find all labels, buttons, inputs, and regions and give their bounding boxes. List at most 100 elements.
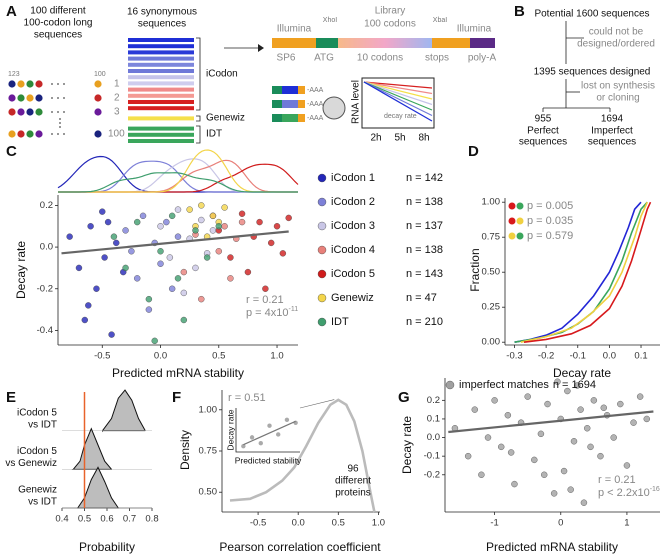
legend-label: Genewiz n = 47 (331, 292, 437, 304)
point (541, 471, 548, 478)
point (122, 264, 129, 272)
point (110, 233, 118, 240)
stat-superscript: -11 (289, 306, 299, 313)
construct-label: Library (375, 6, 406, 17)
point (192, 264, 199, 272)
codon-dot (35, 94, 43, 102)
legend-swatch (508, 202, 516, 210)
x-tick-label: -0.5 (250, 518, 266, 529)
point (198, 202, 205, 209)
point (630, 419, 637, 426)
point (157, 248, 164, 255)
ellipsis-dot (59, 122, 61, 124)
legend-swatch (317, 173, 327, 183)
codon-dot (94, 94, 102, 102)
x-tick-label: 0.7 (123, 514, 136, 525)
legend-label: iCodon 5 n = 143 (331, 268, 443, 280)
inset-axes (235, 408, 300, 453)
point (157, 260, 164, 267)
panel-label: F (172, 389, 181, 406)
point (104, 218, 112, 226)
sequence-stripe (128, 139, 194, 143)
legend-swatch (516, 217, 524, 225)
legend-swatch (317, 317, 327, 327)
synonymous-text: sequences (138, 19, 186, 30)
legend-count: n = 138 (406, 244, 443, 256)
legend-label: iCodon 1 n = 142 (331, 172, 443, 184)
point (478, 471, 485, 478)
time-label: 8h (418, 133, 429, 144)
stat-superscript: -16 (650, 486, 660, 493)
tail-label: -AAA (307, 115, 324, 122)
point (587, 443, 594, 451)
codon-dot (8, 130, 16, 138)
point (227, 254, 234, 261)
point (636, 393, 644, 400)
y-axis-title: Decay rate (400, 416, 414, 474)
ridge (102, 389, 146, 433)
point (504, 412, 512, 419)
x-tick-label: 0.6 (100, 514, 113, 525)
point (279, 250, 287, 257)
y-tick-label: 0.1 (427, 413, 440, 424)
point (262, 285, 269, 292)
flow-note: designed/ordered (577, 39, 655, 50)
x-tick-label: 0.8 (145, 514, 158, 525)
point (544, 400, 551, 408)
time-label: 5h (394, 133, 405, 144)
stat-text: p < 2.2x10-16 (598, 486, 660, 499)
ellipsis-dot (51, 133, 53, 135)
annotation: 96 (347, 464, 359, 475)
legend-name: imperfect matches (459, 379, 549, 391)
annotation: decay rate (384, 113, 417, 120)
ellipsis-dot (57, 97, 59, 99)
source-text: sequences (34, 30, 82, 41)
point (198, 216, 205, 224)
x-tick-label: -0.3 (506, 351, 522, 362)
legend-name: Genewiz (331, 292, 374, 304)
stat-text: p = 4x10-11 (246, 306, 298, 319)
inset-point (284, 417, 290, 423)
construct-segment (272, 86, 282, 94)
point (134, 275, 141, 282)
count: 955 (535, 114, 552, 125)
codon-dot (26, 130, 34, 138)
codon-dot (35, 130, 43, 138)
point (610, 434, 617, 441)
connector (299, 399, 335, 409)
point (643, 415, 650, 423)
marginal-density (58, 172, 298, 193)
legend-label: p = 0.579 (527, 230, 573, 242)
row-label: 100 (108, 129, 125, 140)
codon-dot (8, 94, 16, 102)
group-label: Genewiz (206, 113, 245, 124)
sequence-stripe (128, 87, 194, 92)
y-tick-label: 0.0 (40, 242, 53, 253)
codon-dot (8, 80, 16, 88)
inset-point (276, 432, 281, 437)
inset-trend (243, 420, 296, 446)
construct-segment (272, 38, 316, 48)
x-tick-label: -0.2 (538, 351, 554, 362)
ellipsis-dot (63, 111, 65, 113)
annotation: proteins (335, 488, 371, 499)
sequence-stripe (128, 56, 194, 61)
construct-label: 10 codons (357, 53, 403, 64)
source-text: 100 different (30, 6, 86, 17)
x-tick-label: -0.1 (570, 351, 586, 362)
y-tick-label: 0.75 (199, 446, 218, 457)
codon-dot (17, 108, 25, 116)
inset-point (267, 423, 272, 428)
legend-swatch (516, 202, 524, 210)
y-tick-label: 1.00 (199, 404, 218, 415)
construct-label: poly-A (468, 53, 497, 64)
legend-swatch (317, 197, 327, 207)
point (215, 223, 222, 230)
point (584, 425, 591, 432)
construct-segment (338, 38, 432, 48)
point (560, 467, 568, 475)
x-tick-label: 1.0 (372, 518, 385, 529)
point (203, 254, 211, 261)
point (491, 397, 498, 404)
ellipsis-dot (63, 133, 65, 135)
